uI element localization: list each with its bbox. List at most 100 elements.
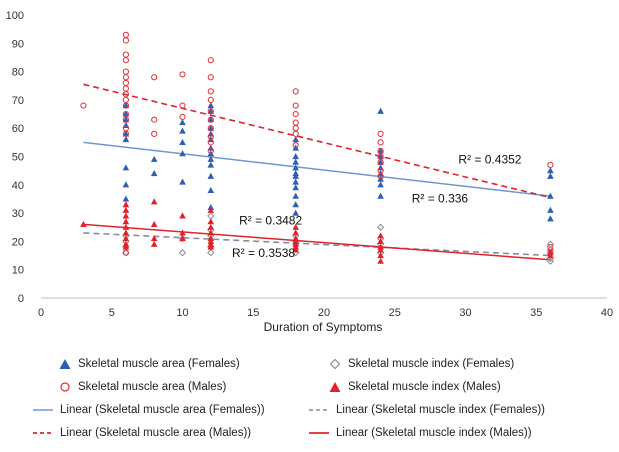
data-point xyxy=(377,192,384,199)
data-point xyxy=(377,139,384,146)
legend-item-index-females: Skeletal muscle index (Females) xyxy=(328,358,514,370)
y-tick-label: 90 xyxy=(12,38,24,50)
r-squared-label: R² = 0.3482 xyxy=(239,213,302,227)
data-point xyxy=(377,257,384,264)
data-point xyxy=(122,218,130,225)
y-tick-label: 70 xyxy=(12,95,24,107)
data-point xyxy=(122,68,130,75)
legend-label: Linear (Skeletal muscle area (Males)) xyxy=(60,427,252,439)
data-point xyxy=(292,201,299,208)
data-point xyxy=(207,108,214,115)
legend-label: Linear (Skeletal muscle index (Males)) xyxy=(336,427,532,439)
data-point xyxy=(179,127,186,134)
legend-marker-triangle-icon xyxy=(329,382,341,392)
r-squared-label: R² = 0.4352 xyxy=(458,153,521,167)
data-point xyxy=(546,240,555,248)
data-point xyxy=(178,234,187,243)
data-point xyxy=(179,113,186,120)
x-tick-label: 5 xyxy=(109,307,115,319)
data-point xyxy=(150,155,158,162)
data-point xyxy=(207,243,215,250)
legend-item-area-males: Skeletal muscle area (Males) xyxy=(58,381,226,393)
data-point xyxy=(150,235,158,242)
data-point xyxy=(179,212,186,219)
data-point xyxy=(207,249,215,257)
data-point xyxy=(122,79,130,87)
data-point xyxy=(377,158,384,165)
legend-label: Skeletal muscle area (Males) xyxy=(78,381,227,393)
data-point xyxy=(547,161,554,169)
data-point xyxy=(292,88,299,95)
legend-item-linear-index-males: Linear (Skeletal muscle index (Males)) xyxy=(308,427,532,439)
data-point xyxy=(377,232,384,239)
data-point xyxy=(207,139,214,146)
data-point xyxy=(292,223,299,230)
data-point xyxy=(207,57,214,64)
data-point xyxy=(547,215,554,222)
data-point xyxy=(377,173,384,180)
trendline xyxy=(83,83,551,199)
data-point xyxy=(292,119,299,126)
data-point xyxy=(207,88,214,95)
legend-label: Skeletal muscle index (Females) xyxy=(348,358,515,370)
data-point xyxy=(292,110,299,118)
data-point xyxy=(122,130,130,137)
data-point xyxy=(292,130,299,137)
data-point xyxy=(151,130,158,137)
data-point xyxy=(292,229,299,236)
data-point xyxy=(207,212,215,220)
x-tick-label: 10 xyxy=(176,307,188,319)
legend-label: Skeletal muscle index (Males) xyxy=(348,381,501,393)
legend-label: Linear (Skeletal muscle area (Females)) xyxy=(60,404,265,416)
data-point xyxy=(292,142,299,149)
legend-marker-triangle-icon xyxy=(59,359,71,369)
data-point xyxy=(122,102,130,109)
data-point xyxy=(547,206,554,213)
data-point xyxy=(207,107,215,114)
r-squared-label: R² = 0.336 xyxy=(412,192,469,206)
data-point xyxy=(80,220,87,228)
legend-item-linear-area-females: Linear (Skeletal muscle area (Females)) xyxy=(32,404,265,416)
data-point xyxy=(122,206,130,213)
y-tick-label: 80 xyxy=(12,67,24,79)
data-point xyxy=(377,159,384,166)
data-point xyxy=(377,246,384,253)
data-point xyxy=(122,57,130,64)
data-point xyxy=(151,74,158,81)
data-point xyxy=(377,147,384,154)
data-point xyxy=(292,158,299,165)
data-point xyxy=(80,102,87,109)
annotations: R² = 0.4352 R² = 0.336 R² = 0.3482 R² = 0.3… xyxy=(232,153,522,260)
data-point xyxy=(122,201,130,208)
data-point xyxy=(377,252,384,259)
legend-marker-circle-icon xyxy=(60,382,70,392)
data-point xyxy=(546,257,555,265)
data-point xyxy=(122,243,130,250)
y-tick-label: 60 xyxy=(12,123,24,135)
legend-line-dashed-icon xyxy=(33,432,53,434)
data-point xyxy=(122,212,130,219)
data-point xyxy=(179,138,186,145)
data-point xyxy=(122,181,130,188)
x-tick-label: 0 xyxy=(38,307,44,319)
scatter-chart: 0 10 20 30 40 50 60 70 80 90 100 0 5 10 15 20 25 30 35 40 R… xyxy=(6,10,613,334)
data-point xyxy=(207,124,215,131)
data-point xyxy=(122,116,130,123)
legend-item-linear-area-males: Linear (Skeletal muscle area (Males)) xyxy=(32,427,251,439)
x-tick-label: 40 xyxy=(601,307,613,319)
data-point xyxy=(122,116,130,123)
data-point xyxy=(122,74,130,81)
data-point xyxy=(207,116,215,123)
x-tick-label: 30 xyxy=(459,307,471,319)
y-tick-label: 0 xyxy=(18,293,24,305)
trendline xyxy=(83,141,551,197)
data-point xyxy=(150,240,158,247)
x-tick-label: 35 xyxy=(530,307,542,319)
data-point xyxy=(207,218,215,225)
data-point xyxy=(178,249,187,257)
legend-item-index-males: Skeletal muscle index (Males) xyxy=(328,381,501,393)
data-point xyxy=(547,172,554,179)
data-point xyxy=(547,252,554,259)
data-point xyxy=(122,85,130,92)
data-point xyxy=(122,96,130,104)
